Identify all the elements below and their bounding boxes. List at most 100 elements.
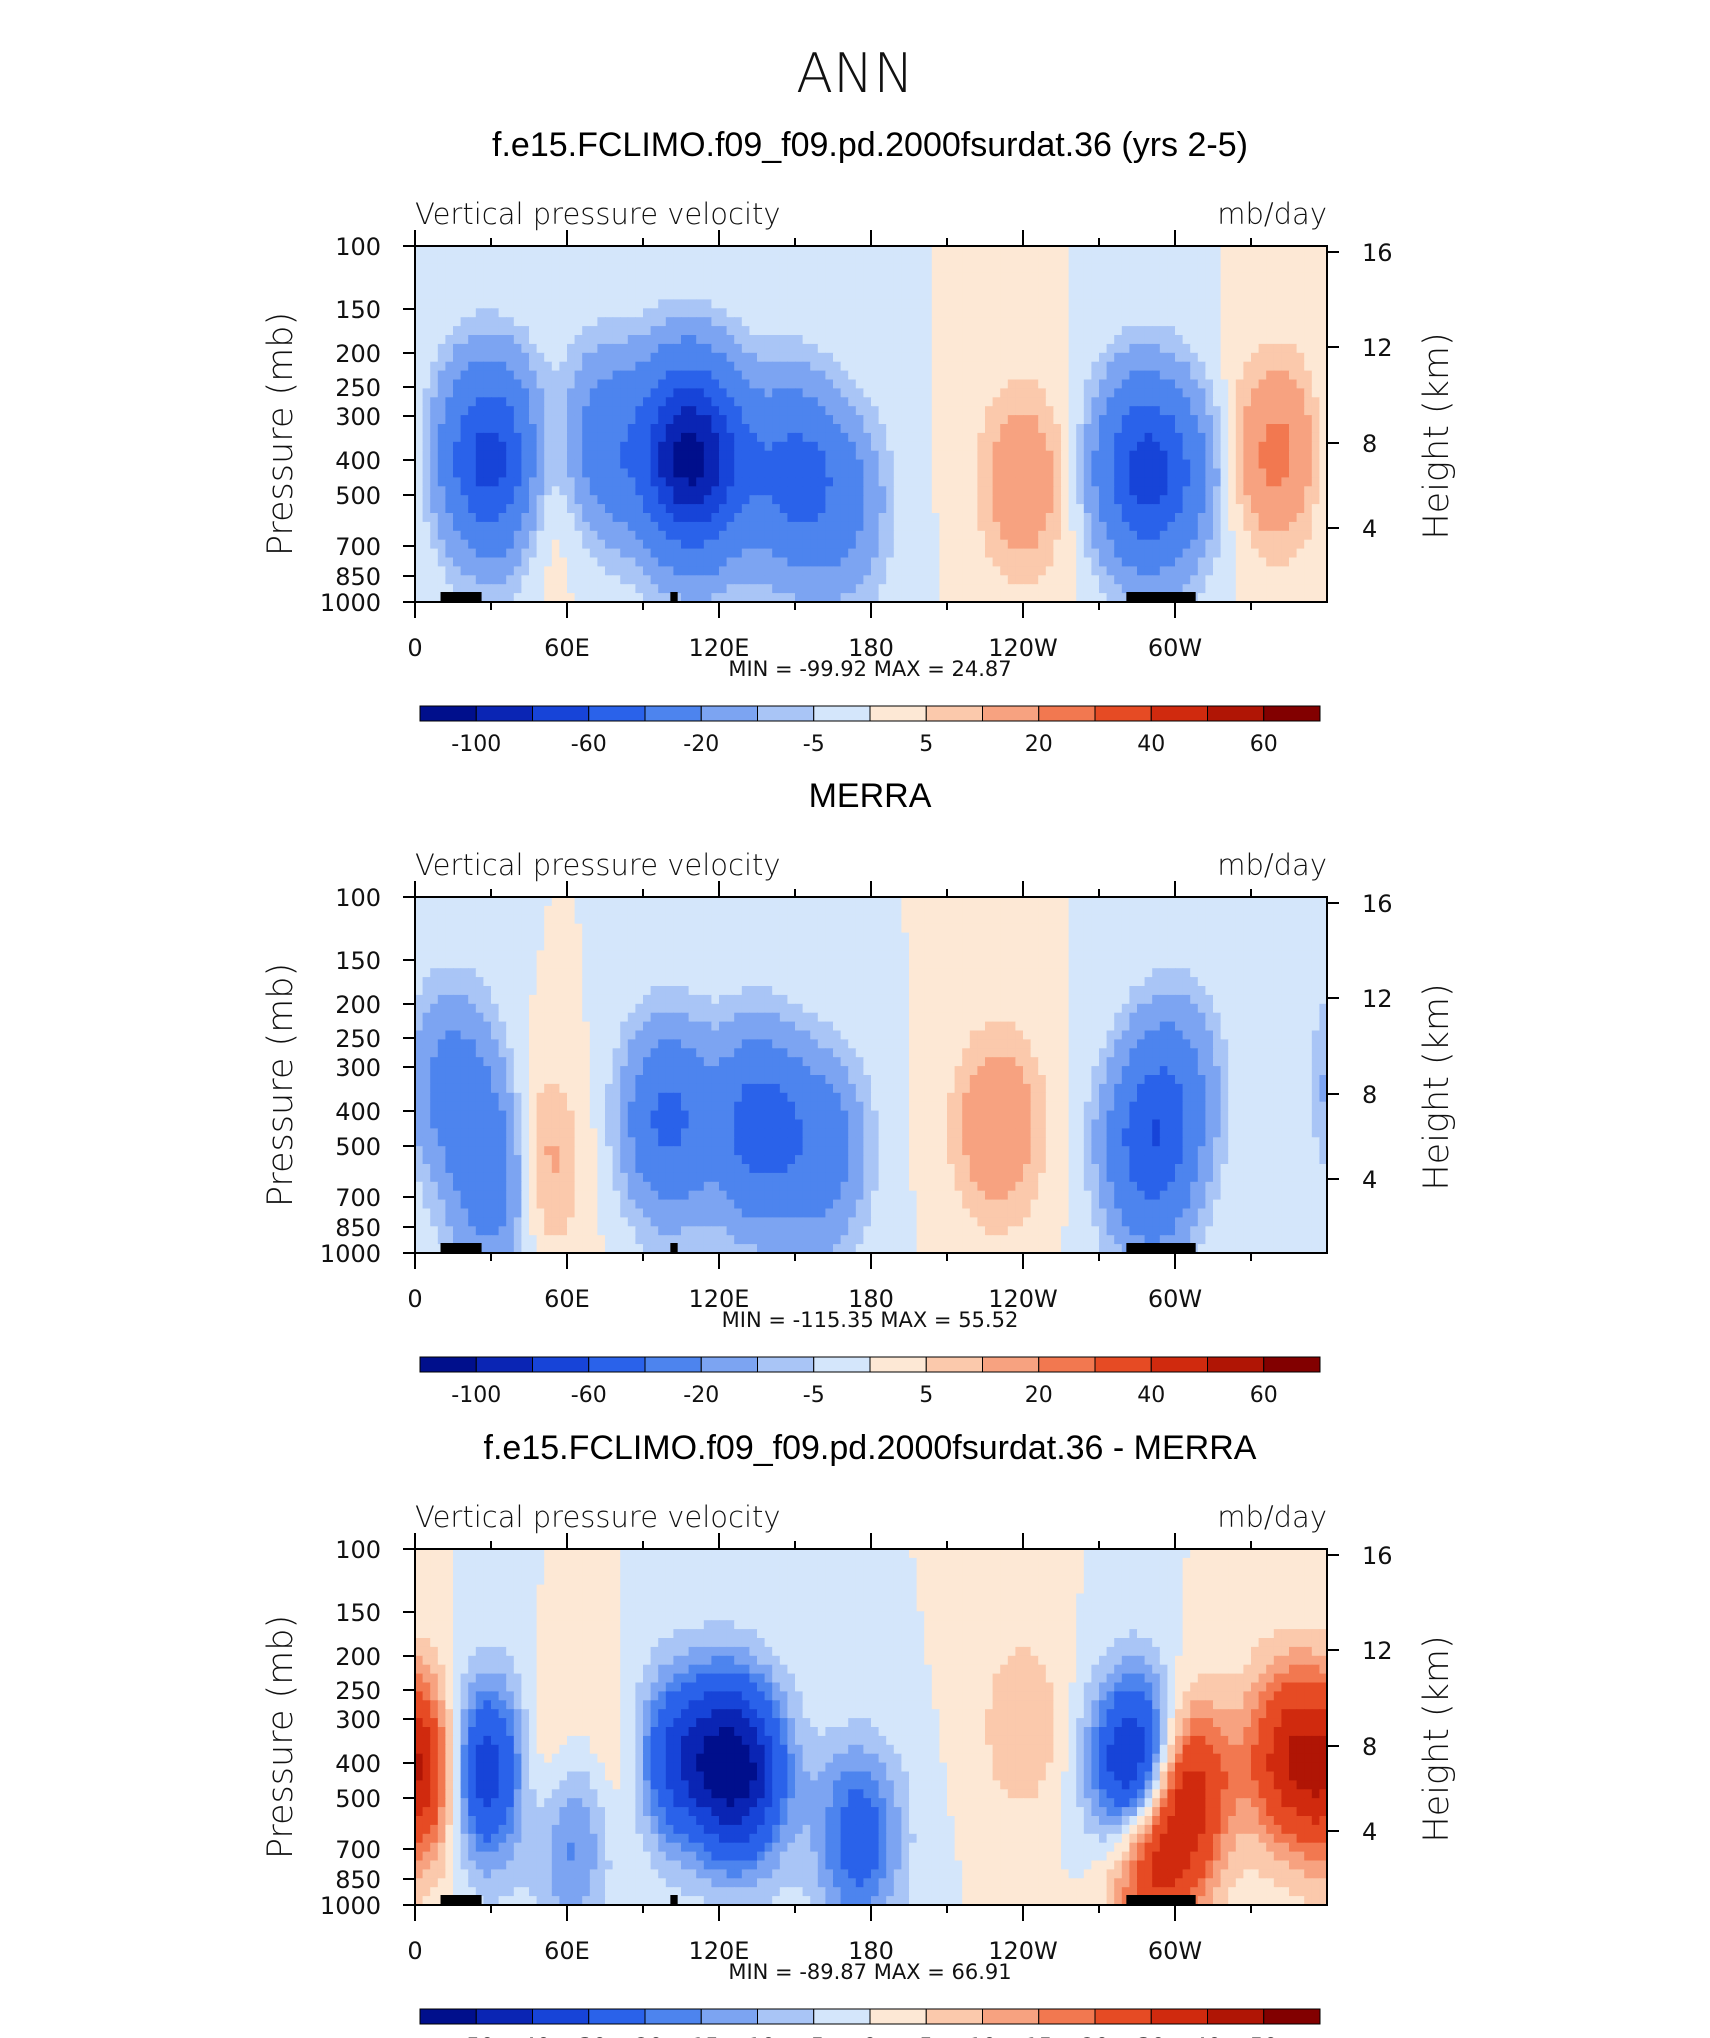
colorbar-swatch [1094,1356,1152,1373]
colorbar-swatch [869,705,927,722]
y2-axis-label: Height (km) [1417,332,1457,539]
min-max-readout: MIN = -99.92 MAX = 24.87 [728,657,1011,681]
colorbar-swatch [644,2008,702,2025]
y-tick-label: 400 [335,1750,381,1778]
y-tick-label: 250 [335,1025,381,1053]
y-tick-label: 300 [335,1706,381,1734]
colorbar-swatch [925,2008,983,2025]
colorbar-swatch [1150,1356,1208,1373]
colorbar-swatch [813,1356,871,1373]
x-tick-label: 180 [848,634,894,662]
x-tick-label: 0 [407,634,422,662]
y-tick-label: 100 [335,884,381,912]
y2-tick-label: 16 [1362,1542,1393,1570]
y2-tick-label: 4 [1362,515,1377,543]
y-tick-label: 100 [335,1536,381,1564]
colorbar-label: -20 [627,2035,663,2038]
colorbar-swatch [532,1356,590,1373]
colorbar-label: 30 [1137,2035,1165,2038]
x-tick-label: 120W [988,1285,1058,1313]
colorbar-swatch [700,1356,758,1373]
field [415,246,1328,603]
colorbar-swatch [419,2008,477,2025]
colorbar-swatch [813,2008,871,2025]
panel-2: MERRA Vertical pressure velocity mb/day 100… [261,777,1457,1408]
colorbar-swatch [1038,705,1096,722]
colorbar-swatch [869,2008,927,2025]
colorbar-swatch [982,1356,1040,1373]
y-axis-label: Pressure (mb) [261,963,301,1207]
colorbar-swatch [1263,705,1321,722]
y-tick-label: 200 [335,1643,381,1671]
colorbar-swatch [644,705,702,722]
colorbar-label: 10 [969,2035,997,2038]
colorbar-swatch [1038,1356,1096,1373]
x-tick-label: 120E [689,634,750,662]
colorbar-swatch [925,1356,983,1373]
field [415,1549,1328,1906]
x-tick-label: 120E [689,1937,750,1965]
y-tick-label: 200 [335,991,381,1019]
y-tick-label: 850 [335,563,381,591]
units-label: mb/day [1217,197,1327,231]
colorbar-label: -5 [803,2035,825,2038]
colorbar-label: 60 [1250,1383,1278,1408]
y-tick-label: 700 [335,1184,381,1212]
colorbar-swatch [869,1356,927,1373]
panel-title: MERRA [809,777,932,815]
y2-tick-label: 8 [1362,1081,1377,1109]
y2-axis-label: Height (km) [1417,983,1457,1190]
colorbar-label: -100 [451,1383,501,1408]
colorbar: -100 -60 -20 -5 5 20 40 60 [419,1356,1321,1408]
y-tick-label: 300 [335,403,381,431]
colorbar-swatch [532,705,590,722]
min-max-readout: MIN = -89.87 MAX = 66.91 [728,1960,1011,1984]
colorbar-swatch [1038,2008,1096,2025]
x-tick-label: 60E [544,1285,590,1313]
colorbar-swatch [813,705,871,722]
y-tick-label: 500 [335,1785,381,1813]
y-tick-label: 250 [335,1677,381,1705]
colorbar-swatch [588,2008,646,2025]
y-tick-label: 850 [335,1214,381,1242]
units-label: mb/day [1217,848,1327,882]
panel-title: f.e15.FCLIMO.f09_f09.pd.2000fsurdat.36 -… [484,1429,1257,1467]
colorbar-label: 20 [1081,2035,1109,2038]
x-tick-label: 120E [689,1285,750,1313]
colorbar: -50-40-30-20-15-10-505101520304050 [419,2008,1321,2038]
colorbar-label: 0 [863,2035,877,2038]
colorbar-label: 15 [1025,2035,1053,2038]
colorbar-swatch [1094,705,1152,722]
colorbar-swatch [532,2008,590,2025]
y-tick-label: 1000 [320,1892,381,1920]
variable-label: Vertical pressure velocity [415,197,781,231]
panel-1: f.e15.FCLIMO.f09_f09.pd.2000fsurdat.36 (… [261,126,1457,757]
colorbar-swatch [1263,2008,1321,2025]
y-tick-label: 400 [335,1098,381,1126]
x-tick-label: 120W [988,634,1058,662]
colorbar-label: 5 [919,1383,933,1408]
min-max-readout: MIN = -115.35 MAX = 55.52 [722,1308,1019,1332]
x-tick-label: 120W [988,1937,1058,1965]
colorbar-label: 20 [1025,732,1053,757]
colorbar-swatch [757,705,815,722]
colorbar-label: -20 [683,1383,719,1408]
y-tick-label: 1000 [320,1240,381,1268]
y2-tick-label: 8 [1362,430,1377,458]
colorbar-swatch [700,2008,758,2025]
colorbar-label: 40 [1194,2035,1222,2038]
panel-title: f.e15.FCLIMO.f09_f09.pd.2000fsurdat.36 (… [492,126,1248,164]
y-tick-label: 100 [335,233,381,261]
panel-3: f.e15.FCLIMO.f09_f09.pd.2000fsurdat.36 -… [261,1429,1457,2038]
figure-title: ANN [796,42,914,105]
variable-label: Vertical pressure velocity [415,1500,781,1534]
y-tick-label: 400 [335,447,381,475]
colorbar-swatch [1263,1356,1321,1373]
colorbar-label: 50 [1250,2035,1278,2038]
colorbar-label: -100 [451,732,501,757]
colorbar-swatch [1207,2008,1265,2025]
colorbar-label: 20 [1025,1383,1053,1408]
colorbar-label: -40 [515,2035,551,2038]
y2-tick-label: 16 [1362,239,1393,267]
y2-tick-label: 4 [1362,1166,1377,1194]
